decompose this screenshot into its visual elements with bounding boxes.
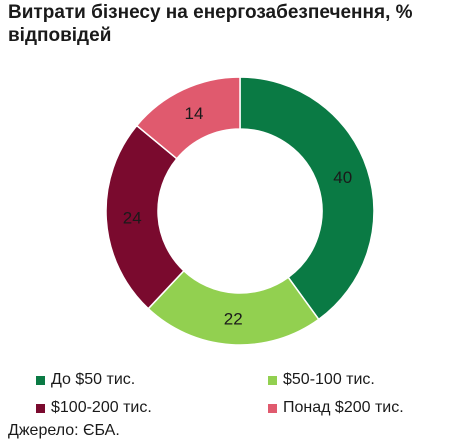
slice-label-under-50k: 40 — [333, 168, 352, 187]
source-note: Джерело: ЄБА. — [8, 422, 120, 439]
slice-under-50k — [239, 76, 375, 321]
slice-label-50-100k: 22 — [224, 309, 243, 328]
slice-over-200k — [135, 76, 241, 160]
donut-slices — [105, 76, 375, 346]
chart-title: Витрати бізнесу на енергозабезпечення, %… — [8, 2, 413, 46]
donut-labels: 40 22 24 14 — [123, 104, 352, 329]
slice-label-over-200k: 14 — [185, 104, 204, 123]
slice-label-100-200k: 24 — [123, 208, 142, 227]
